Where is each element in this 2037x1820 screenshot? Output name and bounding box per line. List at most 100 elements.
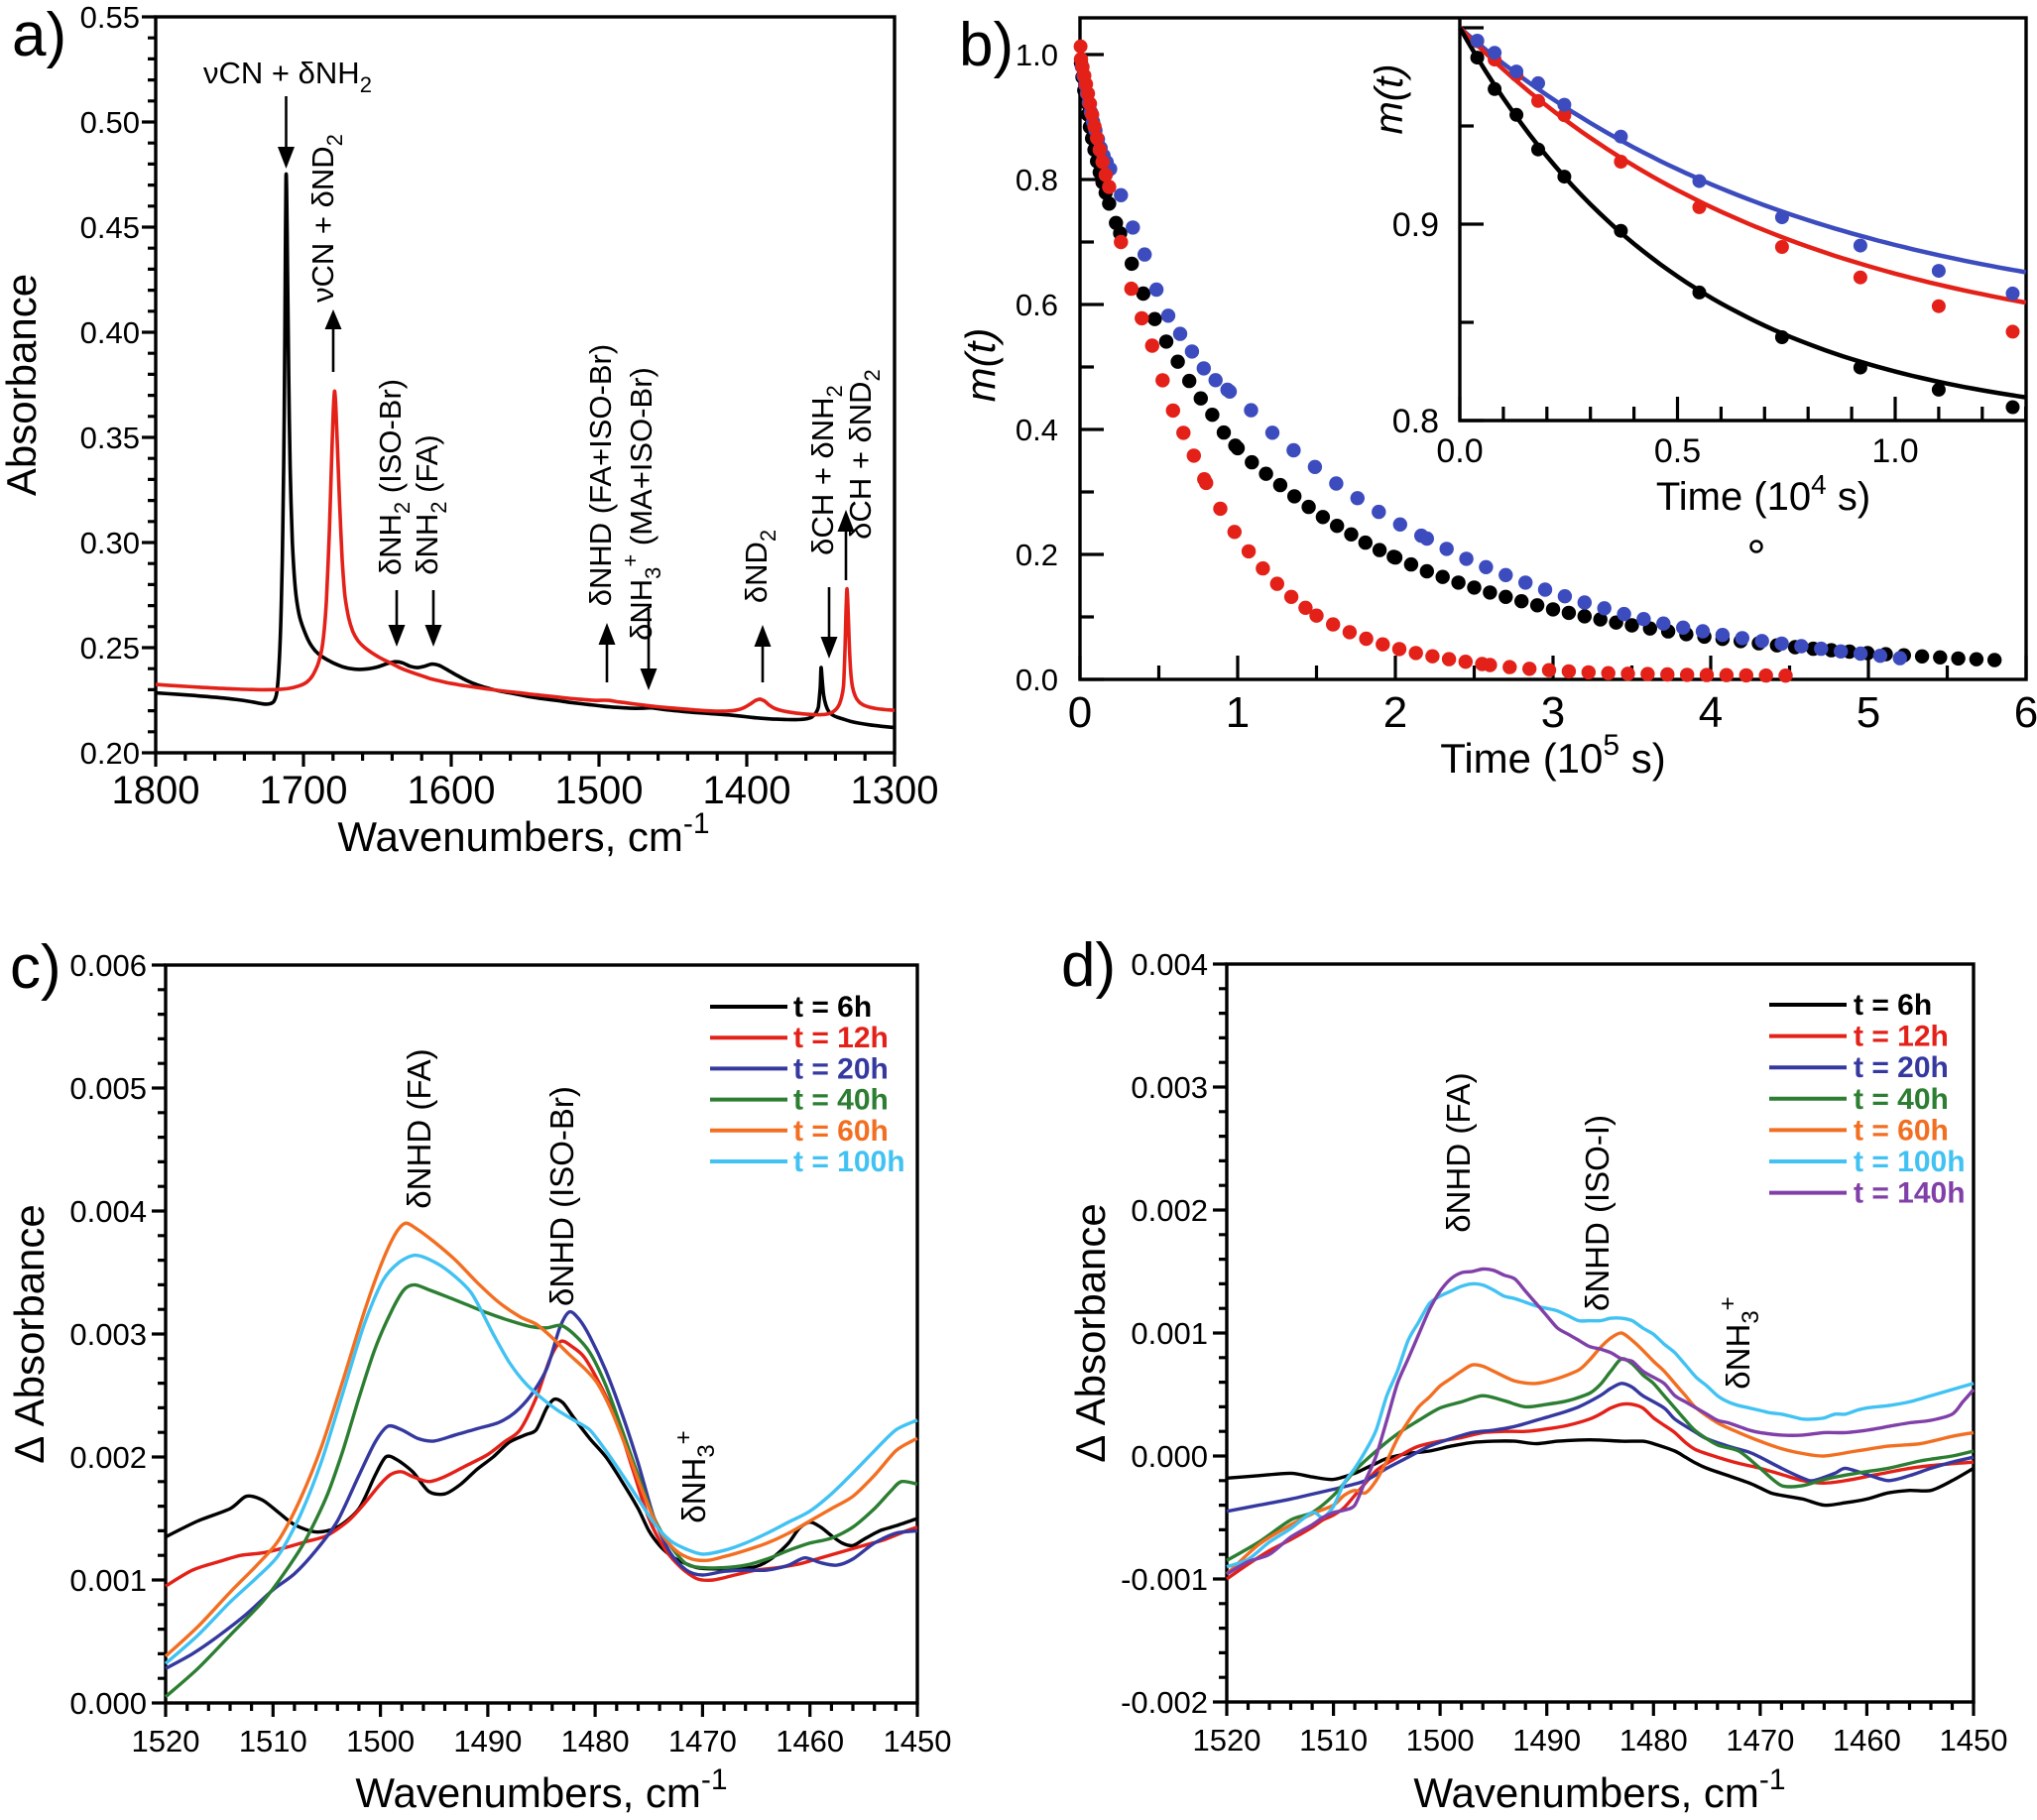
svg-text:1800: 1800 (112, 769, 200, 812)
svg-text:0.002: 0.002 (69, 1440, 147, 1475)
svg-text:δNH3+: δNH3+ (1715, 1296, 1764, 1389)
svg-text:δCH + δND2: δCH + δND2 (843, 369, 885, 540)
svg-text:0.40: 0.40 (80, 315, 140, 350)
svg-text:1500: 1500 (555, 769, 644, 812)
svg-text:1300: 1300 (851, 769, 939, 812)
svg-text:0.45: 0.45 (80, 210, 140, 245)
svg-text:δNH2 (FA): δNH2 (FA) (410, 434, 451, 574)
svg-text:t = 6h: t = 6h (1854, 989, 1932, 1022)
svg-text:0.9: 0.9 (1392, 206, 1439, 244)
svg-text:0.4: 0.4 (1016, 413, 1058, 447)
svg-text:0.0: 0.0 (1016, 663, 1058, 697)
svg-text:Δ Absorbance: Δ Absorbance (1067, 1203, 1114, 1463)
svg-text:0.25: 0.25 (80, 631, 140, 666)
svg-text:a): a) (12, 1, 66, 69)
svg-text:0.6: 0.6 (1016, 288, 1058, 322)
svg-text:0.003: 0.003 (69, 1317, 147, 1352)
svg-text:0.001: 0.001 (1131, 1316, 1208, 1351)
svg-text:t = 140h: t = 140h (1854, 1177, 1966, 1210)
svg-text:t = 20h: t = 20h (793, 1052, 889, 1085)
svg-text:1700: 1700 (260, 769, 348, 812)
svg-text:1520: 1520 (132, 1724, 200, 1759)
svg-text:1480: 1480 (561, 1724, 630, 1759)
svg-text:1: 1 (1226, 688, 1250, 737)
svg-text:1470: 1470 (668, 1724, 737, 1759)
svg-text:δNH3+ (MA+ISO-Br): δNH3+ (MA+ISO-Br) (618, 367, 665, 641)
svg-text:0.50: 0.50 (80, 105, 140, 140)
svg-text:t = 40h: t = 40h (793, 1084, 889, 1117)
svg-text:4: 4 (1699, 688, 1723, 737)
svg-text:0.005: 0.005 (69, 1071, 147, 1106)
svg-text:1500: 1500 (1406, 1723, 1475, 1758)
svg-text:1450: 1450 (884, 1724, 952, 1759)
svg-text:0.2: 0.2 (1016, 538, 1058, 572)
svg-text:0.004: 0.004 (69, 1194, 147, 1229)
svg-text:1520: 1520 (1193, 1723, 1261, 1758)
svg-text:Wavenumbers, cm-1: Wavenumbers, cm-1 (355, 1763, 727, 1815)
svg-text:5: 5 (1857, 688, 1880, 737)
svg-text:c): c) (10, 933, 61, 1002)
svg-text:-0.001: -0.001 (1121, 1562, 1208, 1597)
svg-text:0.5: 0.5 (1654, 432, 1701, 470)
svg-text:1460: 1460 (776, 1724, 844, 1759)
svg-text:0.000: 0.000 (69, 1686, 147, 1721)
svg-text:t = 100h: t = 100h (793, 1146, 905, 1178)
svg-text:Absorbance: Absorbance (0, 274, 45, 496)
svg-text:t = 100h: t = 100h (1854, 1146, 1966, 1178)
svg-text:t = 12h: t = 12h (1854, 1021, 1949, 1053)
svg-text:t = 12h: t = 12h (793, 1022, 889, 1054)
svg-text:0.0: 0.0 (1436, 432, 1483, 470)
svg-text:0: 0 (1068, 688, 1092, 737)
svg-text:t = 20h: t = 20h (1854, 1051, 1949, 1084)
svg-text:Δ Absorbance: Δ Absorbance (6, 1204, 53, 1464)
svg-text:δNHD (ISO-I): δNHD (ISO-I) (1579, 1115, 1616, 1311)
svg-text:m(t): m(t) (1368, 63, 1411, 134)
svg-text:νCN + δNH2: νCN + δNH2 (203, 56, 372, 97)
svg-text:δNHD (ISO-Br): δNHD (ISO-Br) (543, 1086, 580, 1306)
svg-text:0.003: 0.003 (1131, 1070, 1208, 1105)
svg-text:1510: 1510 (239, 1724, 307, 1759)
svg-text:0.004: 0.004 (1131, 947, 1208, 982)
svg-text:0.001: 0.001 (69, 1563, 147, 1598)
svg-text:δNHD (FA): δNHD (FA) (1440, 1072, 1477, 1232)
svg-text:t = 60h: t = 60h (1854, 1114, 1949, 1147)
svg-text:δND2: δND2 (739, 530, 780, 603)
svg-text:b): b) (959, 11, 1014, 79)
svg-text:δCH + δNH2: δCH + δNH2 (805, 385, 847, 555)
svg-text:1500: 1500 (346, 1724, 415, 1759)
svg-text:1.0: 1.0 (1871, 432, 1918, 470)
svg-text:t = 60h: t = 60h (793, 1115, 889, 1148)
svg-text:0.55: 0.55 (80, 0, 140, 35)
svg-text:Time (104 s): Time (104 s) (1656, 469, 1870, 519)
svg-text:δNH3+: δNH3+ (670, 1430, 720, 1522)
svg-text:0.20: 0.20 (80, 736, 140, 771)
svg-text:-0.002: -0.002 (1121, 1685, 1208, 1720)
svg-text:0.8: 0.8 (1392, 403, 1439, 440)
svg-text:0.30: 0.30 (80, 526, 140, 560)
svg-text:δNHD (FA): δNHD (FA) (401, 1048, 437, 1208)
svg-text:1480: 1480 (1619, 1723, 1688, 1758)
svg-text:3: 3 (1541, 688, 1565, 737)
svg-text:0.35: 0.35 (80, 421, 140, 455)
svg-text:0.8: 0.8 (1016, 163, 1058, 197)
svg-text:0.002: 0.002 (1131, 1193, 1208, 1228)
svg-text:Wavenumbers, cm-1: Wavenumbers, cm-1 (337, 807, 709, 860)
svg-text:1470: 1470 (1726, 1723, 1794, 1758)
svg-text:1490: 1490 (1512, 1723, 1581, 1758)
svg-text:t = 40h: t = 40h (1854, 1083, 1949, 1116)
svg-text:Time (105 s): Time (105 s) (1440, 729, 1666, 782)
svg-text:1510: 1510 (1299, 1723, 1368, 1758)
svg-text:νCN + δND2: νCN + δND2 (305, 134, 347, 303)
svg-text:1450: 1450 (1940, 1723, 2008, 1758)
svg-text:d): d) (1061, 931, 1116, 1000)
svg-text:δNH2 (ISO-Br): δNH2 (ISO-Br) (373, 379, 415, 575)
svg-text:1400: 1400 (703, 769, 791, 812)
svg-text:Wavenumbers, cm-1: Wavenumbers, cm-1 (1413, 1763, 1785, 1815)
svg-text:6: 6 (2014, 688, 2037, 737)
svg-text:t = 6h: t = 6h (793, 991, 872, 1024)
svg-text:1490: 1490 (453, 1724, 522, 1759)
svg-text:0.006: 0.006 (69, 948, 147, 983)
svg-text:0.000: 0.000 (1131, 1439, 1208, 1474)
svg-text:1.0: 1.0 (1016, 38, 1058, 72)
svg-text:1600: 1600 (408, 769, 496, 812)
